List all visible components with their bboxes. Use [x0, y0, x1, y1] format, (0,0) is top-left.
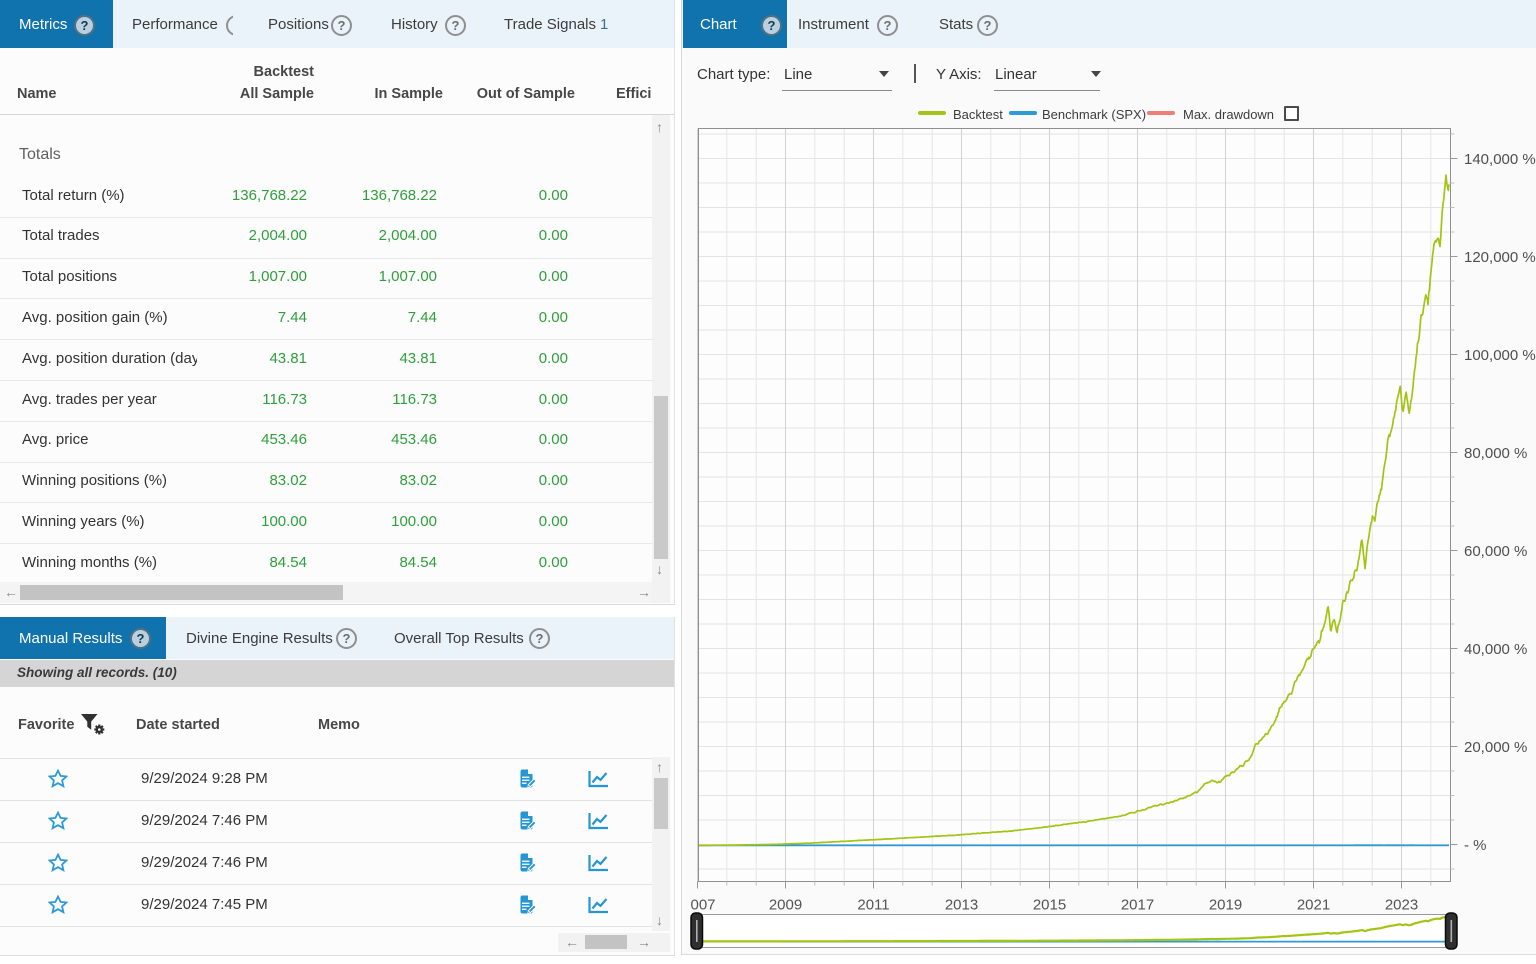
svg-text:140,000 %: 140,000 % [1464, 151, 1536, 168]
svg-text:2011: 2011 [857, 897, 889, 914]
svg-text:60,000 %: 60,000 % [1464, 543, 1527, 560]
svg-text:120,000 %: 120,000 % [1464, 249, 1536, 266]
svg-text:2019: 2019 [1209, 897, 1242, 914]
svg-text:2015: 2015 [1033, 897, 1066, 914]
svg-text:20,000 %: 20,000 % [1464, 739, 1527, 756]
svg-text:100,000 %: 100,000 % [1464, 347, 1536, 364]
svg-text:2021: 2021 [1297, 897, 1330, 914]
svg-text:2009: 2009 [769, 897, 802, 914]
svg-text:2023: 2023 [1385, 897, 1418, 914]
svg-text:2017: 2017 [1121, 897, 1154, 914]
svg-text:- %: - % [1464, 837, 1487, 854]
svg-text:2013: 2013 [945, 897, 978, 914]
svg-text:007: 007 [691, 897, 716, 914]
svg-text:40,000 %: 40,000 % [1464, 641, 1527, 658]
svg-text:80,000 %: 80,000 % [1464, 445, 1527, 462]
